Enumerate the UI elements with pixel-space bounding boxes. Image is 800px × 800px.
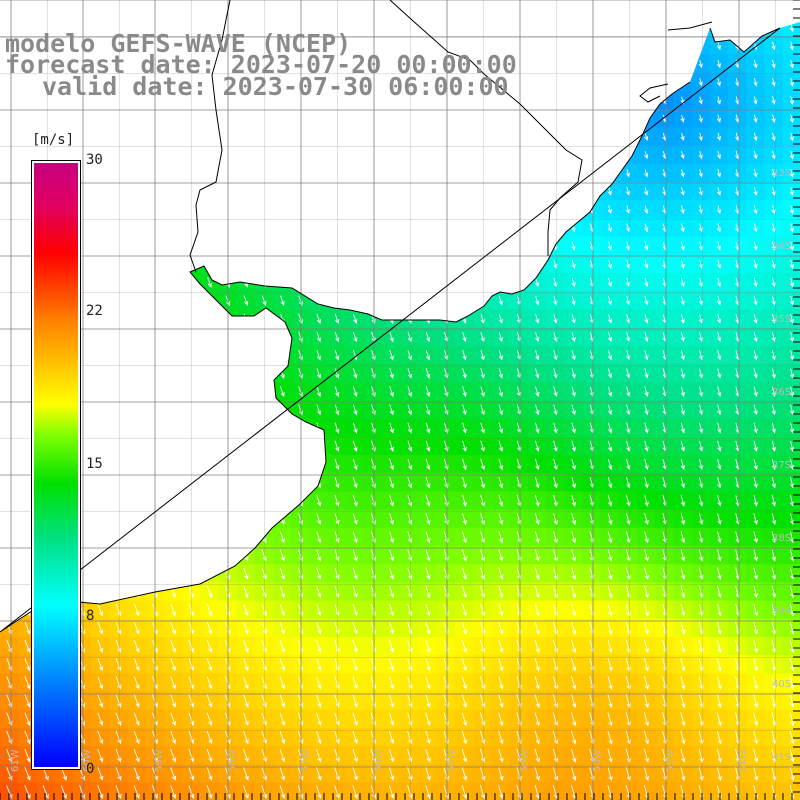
colorbar-tick: 15 <box>86 456 103 472</box>
colorbar-gradient <box>34 163 78 767</box>
forecast-date: forecast date: 2023-07-20 00:00:00 <box>5 50 517 79</box>
lat-label: 36S <box>772 387 791 398</box>
lon-label: 53W <box>592 749 603 772</box>
lon-label: 52W <box>665 749 676 772</box>
lon-label: 57W <box>300 749 311 772</box>
lon-label: 59W <box>154 749 165 772</box>
lat-label: 39S <box>772 606 791 617</box>
land-border <box>389 0 583 256</box>
colorbar-tick: 22 <box>86 303 103 319</box>
lon-label: 51W <box>738 749 749 772</box>
lat-label: 33S <box>772 168 791 179</box>
colorbar-tick: 30 <box>86 152 103 168</box>
lon-label: 58W <box>227 749 238 772</box>
lon-label: 60W <box>82 749 93 772</box>
lon-label: 56W <box>373 749 384 772</box>
lat-label: 35S <box>772 314 791 325</box>
lon-label: 54W <box>519 749 530 772</box>
lat-label: 38S <box>772 533 791 544</box>
valid-date: valid date: 2023-07-30 06:00:00 <box>42 72 509 101</box>
colorbar-tick: 0 <box>86 761 95 777</box>
land-border <box>639 83 669 103</box>
lat-label: 41S <box>772 752 791 763</box>
coastline <box>0 27 781 633</box>
lon-label: 61W <box>10 749 21 772</box>
colorbar <box>31 160 81 770</box>
model-title: modelo GEFS-WAVE (NCEP) <box>5 29 352 58</box>
colorbar-tick: 8 <box>86 608 95 624</box>
lat-label: 40S <box>772 679 791 690</box>
lon-label: 55W <box>446 749 457 772</box>
lat-label: 37S <box>772 460 791 471</box>
land-border <box>189 0 231 273</box>
colorbar-unit: [m/s] <box>32 132 75 148</box>
land-border <box>667 21 713 31</box>
lat-label: 34S <box>772 241 791 252</box>
